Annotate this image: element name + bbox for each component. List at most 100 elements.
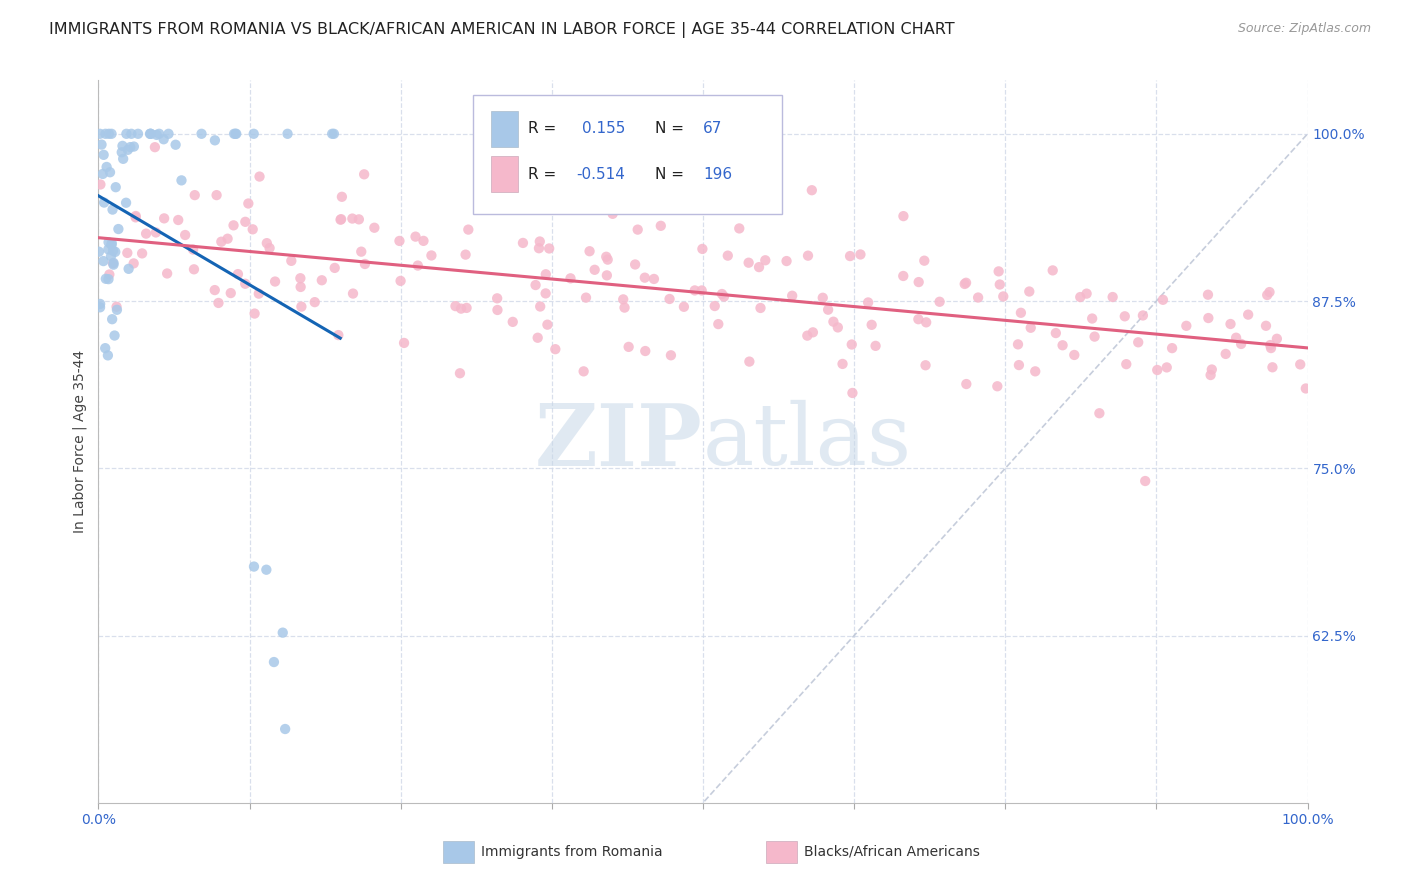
Point xyxy=(224,127,246,141)
Point xyxy=(190,127,212,141)
Point xyxy=(955,377,977,392)
Point xyxy=(181,243,204,257)
Point xyxy=(1289,358,1312,372)
Point xyxy=(97,243,120,257)
Point xyxy=(165,137,187,152)
Point xyxy=(596,252,619,267)
Point xyxy=(502,315,524,329)
Point xyxy=(105,300,128,314)
Point xyxy=(167,213,190,227)
Point xyxy=(841,386,863,401)
Point xyxy=(117,143,139,157)
Point xyxy=(242,222,264,236)
Point xyxy=(737,256,759,270)
Point xyxy=(728,221,751,235)
Point xyxy=(290,280,312,294)
Point xyxy=(613,301,636,315)
Point xyxy=(967,291,990,305)
Point xyxy=(1052,338,1074,352)
Point xyxy=(624,257,647,271)
Point xyxy=(986,379,1008,393)
Text: Source: ZipAtlas.com: Source: ZipAtlas.com xyxy=(1237,22,1371,36)
Text: ZIP: ZIP xyxy=(536,400,703,483)
Point xyxy=(993,289,1015,303)
Point xyxy=(406,259,429,273)
Bar xyxy=(492,111,517,147)
Point xyxy=(717,249,740,263)
Point xyxy=(101,312,124,326)
Point xyxy=(683,284,706,298)
Point xyxy=(323,260,346,275)
Point xyxy=(612,293,634,307)
Point xyxy=(672,300,695,314)
Point xyxy=(457,222,479,236)
Point xyxy=(811,291,834,305)
Point xyxy=(560,271,582,285)
Point xyxy=(486,291,509,305)
Point xyxy=(115,127,138,141)
Text: -0.514: -0.514 xyxy=(576,167,624,182)
Point xyxy=(93,254,115,268)
Point xyxy=(157,127,180,141)
Point xyxy=(97,348,120,362)
Point xyxy=(120,140,142,154)
Point xyxy=(1019,320,1042,334)
Text: R =: R = xyxy=(527,167,555,182)
Text: 67: 67 xyxy=(703,121,723,136)
Point xyxy=(89,297,111,311)
Point xyxy=(572,364,595,378)
Point xyxy=(738,354,761,368)
Point xyxy=(1258,285,1281,299)
Point xyxy=(89,301,111,315)
Point xyxy=(224,127,246,141)
Point xyxy=(1201,362,1223,376)
Point xyxy=(1101,290,1123,304)
Point xyxy=(243,559,266,574)
Point xyxy=(486,303,509,318)
Point xyxy=(865,339,887,353)
Point xyxy=(627,222,650,236)
Point xyxy=(823,315,845,329)
Point xyxy=(311,273,333,287)
Text: Blacks/African Americans: Blacks/African Americans xyxy=(804,845,980,859)
Point xyxy=(139,127,162,141)
Point xyxy=(1230,337,1253,351)
Point xyxy=(153,211,176,226)
Point xyxy=(125,209,148,223)
Bar xyxy=(492,156,517,193)
Point xyxy=(914,358,936,372)
Point xyxy=(1076,286,1098,301)
Point xyxy=(860,318,883,332)
Point xyxy=(347,212,370,227)
Point xyxy=(89,178,111,192)
Point xyxy=(988,277,1011,292)
Point xyxy=(152,132,174,146)
Point xyxy=(100,249,122,263)
Point xyxy=(174,227,197,242)
Point xyxy=(135,227,157,241)
Point xyxy=(524,278,547,293)
Point xyxy=(450,301,472,316)
Point xyxy=(247,286,270,301)
Point xyxy=(254,563,277,577)
Point xyxy=(1258,338,1281,352)
Point xyxy=(775,254,797,268)
Point xyxy=(703,299,725,313)
Point xyxy=(953,277,976,291)
Point xyxy=(101,244,124,258)
Point xyxy=(98,268,121,282)
Point xyxy=(96,160,118,174)
Point xyxy=(354,257,377,271)
Point xyxy=(915,315,938,329)
Point xyxy=(529,300,551,314)
Point xyxy=(643,272,665,286)
Point xyxy=(127,127,149,141)
Point xyxy=(412,234,434,248)
Point xyxy=(1175,318,1198,333)
Point xyxy=(800,183,823,197)
Point xyxy=(1146,363,1168,377)
Text: R =: R = xyxy=(527,121,555,136)
Point xyxy=(454,247,477,261)
Point xyxy=(204,133,226,147)
Text: N =: N = xyxy=(655,121,683,136)
